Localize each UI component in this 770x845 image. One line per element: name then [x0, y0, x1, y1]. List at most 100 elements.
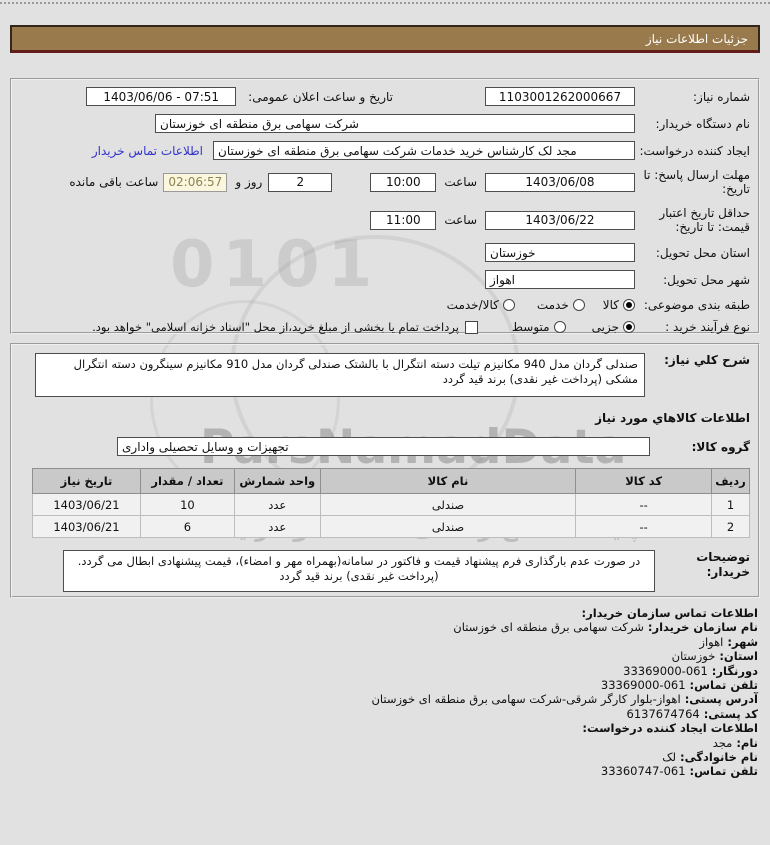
radio-label: خدمت — [536, 298, 569, 312]
announce-datetime-field[interactable]: 1403/06/06 - 07:51 — [86, 87, 237, 106]
contact-label: نام سازمان خریدار: — [647, 620, 758, 635]
cell-qty: 6 — [139, 515, 235, 538]
request-creator-field[interactable]: مجد لک کارشناس خرید خدمات شرکت سهامی برق… — [213, 141, 635, 160]
creator-line: تلفن تماس: 33360747-061 — [12, 764, 758, 778]
buyer-notes-label: توضیحات خریدار: — [696, 550, 750, 579]
page-title-bar: جزئیات اطلاعات نیاز — [10, 25, 760, 53]
col-code: کد کالا — [575, 468, 713, 494]
creator-line: نام خانوادگی: لک — [12, 750, 758, 764]
countdown-timer: 02:06:57 — [163, 172, 228, 192]
creator-label: تلفن تماس: — [689, 764, 758, 779]
cell-code: -- — [575, 493, 713, 516]
contact-heading: اطلاعات تماس سازمان خریدار: — [581, 606, 758, 620]
col-unit: واحد شمارش — [233, 468, 321, 494]
radio-icon[interactable] — [502, 299, 515, 311]
table-row: 1 -- صندلی عدد 10 1403/06/21 — [32, 493, 750, 516]
table-row: 2 -- صندلی عدد 6 1403/06/21 — [32, 515, 750, 538]
need-number-label: شماره نیاز: — [693, 89, 750, 104]
contact-line: آدرس پستی: اهواز-بلوار کارگر شرقی-شرکت سه… — [12, 692, 758, 706]
creator-value: مجد — [712, 735, 733, 750]
col-row: ردیف — [711, 468, 750, 494]
announce-datetime-label: تاریخ و ساعت اعلان عمومی: — [248, 89, 393, 104]
contact-label: دورنگار: — [711, 663, 758, 678]
deadline-time-field[interactable]: 10:00 — [370, 172, 437, 192]
treasury-checkbox[interactable] — [464, 320, 478, 334]
radio-option-goods[interactable]: کالا — [603, 298, 635, 312]
need-number-field[interactable]: 1103001262000667 — [485, 87, 635, 106]
creator-info-heading: اطلاعات ایجاد کننده درخواست: — [582, 721, 758, 736]
radio-label: جزیی — [591, 320, 619, 334]
contact-line: دورنگار: 33369000-061 — [12, 664, 758, 678]
contact-line: کد پستی: 6137674764 — [12, 707, 758, 721]
deadline-hour-label: ساعت — [444, 175, 477, 189]
page-title: جزئیات اطلاعات نیاز — [645, 31, 748, 46]
cell-row: 1 — [711, 493, 750, 516]
buyer-notes-field[interactable]: در صورت عدم بارگذاری فرم پیشنهاد قیمت و … — [63, 550, 655, 592]
validity-hour-label: ساعت — [444, 213, 477, 227]
creator-label: نام خانوادگی: — [680, 750, 758, 765]
radio-option-minor[interactable]: جزیی — [592, 320, 635, 334]
radio-icon[interactable] — [553, 321, 566, 333]
delivery-province-label: استان محل تحویل: — [655, 245, 750, 260]
subject-class-label: طبقه بندی موضوعی: — [643, 298, 750, 312]
contact-label: استان: — [719, 649, 758, 664]
creator-value: لک — [662, 750, 677, 765]
validity-date-field[interactable]: 1403/06/22 — [485, 210, 635, 230]
contact-line: استان: خوزستان — [12, 649, 758, 663]
contact-value: شرکت سهامی برق منطقه ای خوزستان — [453, 620, 644, 635]
delivery-city-label: شهر محل تحویل: — [663, 272, 750, 287]
price-validity-label: حداقل تاریخ اعتبار قیمت: تا تاریخ: — [659, 206, 750, 234]
radio-label: کالا — [602, 298, 619, 312]
contact-value: اهواز-بلوار کارگر شرقی-شرکت سهامی برق من… — [371, 692, 681, 707]
radio-icon[interactable] — [623, 321, 635, 333]
radio-option-goods-service[interactable]: کالا/خدمت — [447, 298, 515, 312]
contact-line: تلفن تماس: 33369000-061 — [12, 678, 758, 692]
buyer-contact-link[interactable]: اطلاعات تماس خریدار — [91, 143, 203, 158]
cell-unit: عدد — [233, 493, 321, 516]
goods-panel: شرح کلي نیاز: صندلی گردان مدل 940 مکانیز… — [10, 343, 760, 598]
contact-value: 33369000-061 — [600, 678, 686, 693]
contact-section: اطلاعات تماس سازمان خریدار: نام سازمان خ… — [12, 606, 758, 779]
cell-date: 1403/06/21 — [32, 515, 141, 538]
radio-option-medium[interactable]: متوسط — [512, 320, 566, 334]
goods-section-heading: اطلاعات کالاهاي مورد نیاز — [595, 411, 750, 425]
col-qty: تعداد / مقدار — [139, 468, 235, 494]
top-divider — [0, 2, 770, 4]
contact-label: آدرس پستی: — [684, 692, 758, 707]
goods-table: ردیف کد کالا نام کالا واحد شمارش تعداد /… — [32, 468, 750, 538]
radio-icon[interactable] — [572, 299, 585, 311]
response-deadline-label: مهلت ارسال پاسخ: تا تاریخ: — [643, 168, 750, 196]
purchase-process-label: نوع فرآیند خرید : — [665, 320, 750, 334]
validity-time-field[interactable]: 11:00 — [370, 210, 437, 230]
cell-code: -- — [575, 515, 713, 538]
buyer-org-field[interactable]: شرکت سهامی برق منطقه ای خوزستان — [155, 114, 635, 133]
cell-name: صندلی — [319, 493, 577, 516]
deadline-days-label: روز و — [235, 175, 263, 189]
buyer-org-label: نام دستگاه خریدار: — [655, 116, 751, 131]
need-info-panel: شماره نیاز: 1103001262000667 تاریخ و ساع… — [10, 78, 760, 334]
countdown-remaining-label: ساعت باقی مانده — [69, 175, 159, 189]
radio-option-service[interactable]: خدمت — [537, 298, 585, 312]
creator-value: 33360747-061 — [600, 764, 686, 779]
col-date: تاریخ نیاز — [32, 468, 141, 494]
contact-label: شهر: — [727, 634, 758, 649]
contact-value: اهواز — [699, 634, 724, 649]
radio-icon[interactable] — [623, 299, 635, 311]
creator-line: نام: مجد — [12, 736, 758, 750]
contact-value: 33369000-061 — [623, 663, 708, 678]
radio-label: کالا/خدمت — [446, 298, 499, 312]
delivery-province-field[interactable]: خوزستان — [485, 243, 635, 262]
contact-line: نام سازمان خریدار: شرکت سهامی برق منطقه ا… — [12, 620, 758, 634]
deadline-date-field[interactable]: 1403/06/08 — [485, 172, 635, 192]
delivery-city-field[interactable]: اهواز — [485, 270, 635, 289]
contact-line: شهر: اهواز — [12, 635, 758, 649]
goods-table-header-row: ردیف کد کالا نام کالا واحد شمارش تعداد /… — [32, 468, 750, 494]
goods-group-field[interactable]: تجهیزات و وسایل تحصیلی واداری — [117, 437, 650, 456]
contact-label: تلفن تماس: — [689, 678, 758, 693]
cell-row: 2 — [711, 515, 750, 538]
request-creator-label: ایجاد کننده درخواست: — [639, 143, 750, 158]
cell-qty: 10 — [139, 493, 235, 516]
need-description-field[interactable]: صندلی گردان مدل 940 مکانیزم تیلت دسته ان… — [35, 353, 645, 397]
cell-name: صندلی — [319, 515, 577, 538]
deadline-days-field[interactable]: 2 — [268, 172, 333, 192]
